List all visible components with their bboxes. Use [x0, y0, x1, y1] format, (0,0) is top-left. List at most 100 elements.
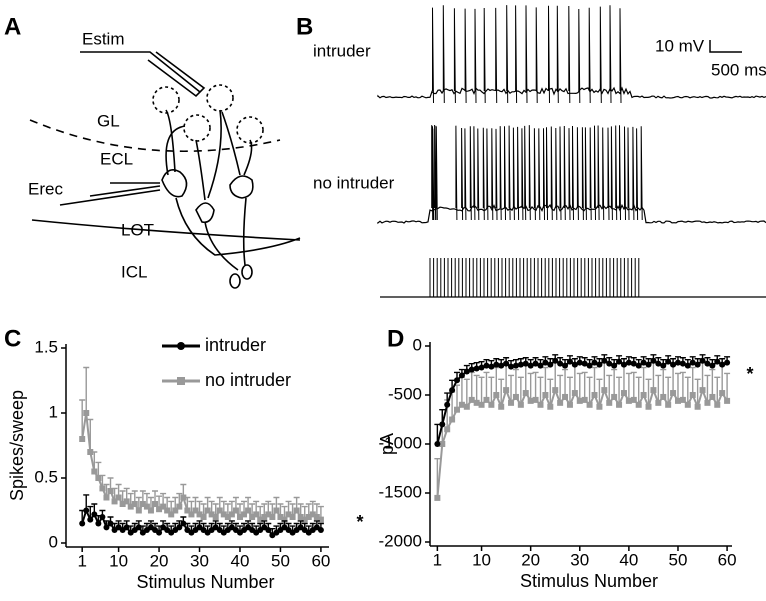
- marker: [220, 511, 227, 518]
- marker: [547, 361, 554, 368]
- marker: [454, 377, 461, 384]
- diagram-label: ECL: [100, 149, 133, 168]
- marker: [164, 507, 171, 514]
- marker: [512, 393, 519, 400]
- marker: [596, 361, 603, 368]
- x-tick-label: 20: [521, 550, 540, 569]
- error-bar: [562, 368, 569, 397]
- marker: [200, 514, 207, 520]
- x-tick-label: 40: [619, 550, 638, 569]
- marker: [630, 360, 637, 367]
- error-bar: [650, 361, 657, 391]
- error-bar: [719, 364, 726, 394]
- legend-marker: [177, 377, 185, 385]
- marker: [99, 485, 106, 492]
- error-bar: [493, 366, 500, 395]
- error-bar: [468, 371, 475, 400]
- x-tick-label: 50: [669, 550, 688, 569]
- error-bar: [527, 372, 534, 401]
- diagram-label: GL: [97, 111, 120, 130]
- marker: [249, 514, 256, 520]
- marker: [463, 403, 470, 410]
- marker: [87, 516, 94, 523]
- error-bar: [581, 371, 588, 400]
- marker: [679, 396, 686, 403]
- marker: [123, 524, 130, 531]
- marker: [277, 514, 284, 520]
- marker: [439, 421, 446, 428]
- marker: [684, 362, 691, 369]
- error-bar: [586, 376, 593, 405]
- marker: [562, 362, 569, 369]
- marker: [87, 449, 94, 455]
- marker: [123, 498, 130, 505]
- panel-label: D: [387, 325, 404, 352]
- error-bar: [488, 376, 495, 405]
- error-bar: [724, 372, 731, 401]
- marker: [527, 397, 534, 404]
- marker: [458, 401, 465, 408]
- x-tick-label: 20: [150, 551, 169, 570]
- marker: [79, 436, 86, 442]
- legend-marker: [177, 342, 185, 350]
- marker: [542, 392, 549, 398]
- marker: [719, 390, 726, 397]
- marker: [591, 392, 598, 398]
- y-axis-label: pA: [377, 433, 397, 455]
- error-bar: [645, 378, 652, 407]
- marker: [679, 360, 686, 367]
- marker: [176, 524, 183, 531]
- marker: [542, 359, 549, 366]
- error-bar: [699, 361, 706, 391]
- marker: [305, 514, 312, 520]
- error-bar: [83, 366, 90, 413]
- error-bar: [517, 376, 524, 405]
- marker: [576, 359, 583, 366]
- marker: [527, 362, 534, 369]
- y-tick-label: 1.5: [34, 337, 58, 356]
- y-tick-label: -1500: [379, 482, 422, 501]
- marker: [719, 361, 726, 368]
- marker: [517, 401, 524, 408]
- x-tick-label: 1: [433, 550, 442, 569]
- error-bar: [552, 361, 559, 391]
- x-tick-label: 40: [231, 551, 250, 570]
- error-bar: [537, 376, 544, 405]
- error-bar: [458, 376, 465, 405]
- diagram-label: Erec: [28, 179, 63, 198]
- trace: [377, 86, 766, 99]
- error-bar: [557, 374, 564, 403]
- marker: [115, 494, 122, 501]
- marker: [537, 401, 544, 408]
- marker: [317, 516, 324, 523]
- marker: [625, 359, 632, 366]
- diagram-label: LOT: [121, 220, 154, 239]
- marker: [498, 362, 505, 369]
- marker: [103, 524, 110, 531]
- marker: [699, 387, 706, 394]
- marker: [208, 511, 215, 518]
- error-bar: [483, 371, 490, 400]
- error-bar: [571, 364, 578, 394]
- marker: [625, 397, 632, 404]
- panel-label: A: [4, 13, 21, 40]
- marker: [224, 514, 231, 520]
- marker: [135, 524, 142, 531]
- marker: [253, 511, 260, 518]
- x-tick-label: 10: [109, 551, 128, 570]
- error-bar: [498, 378, 505, 407]
- marker: [478, 364, 485, 371]
- marker: [498, 403, 505, 410]
- marker: [139, 501, 146, 507]
- annotation: *: [746, 364, 753, 384]
- x-tick-label: 1: [77, 551, 86, 570]
- marker: [444, 426, 451, 433]
- marker: [611, 362, 618, 369]
- marker: [172, 507, 179, 514]
- marker: [257, 516, 264, 523]
- y-axis-label: Spikes/sweep: [7, 390, 27, 501]
- voltage-traces: [377, 5, 766, 298]
- marker: [196, 511, 203, 518]
- marker: [709, 362, 716, 369]
- marker: [83, 410, 90, 416]
